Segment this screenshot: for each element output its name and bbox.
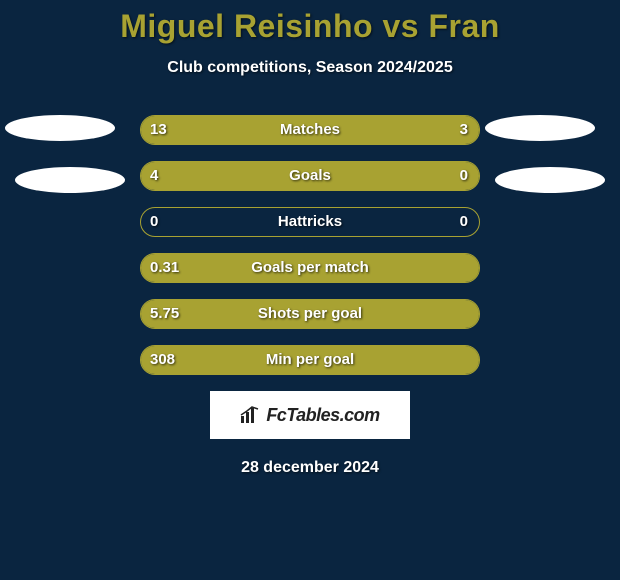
stat-label: Shots per goal: [140, 299, 480, 329]
player-photo-placeholder: [15, 167, 125, 193]
stat-row: 00Hattricks: [0, 207, 620, 237]
stat-row: 5.75Shots per goal: [0, 299, 620, 329]
stat-label: Hattricks: [140, 207, 480, 237]
date-line: 28 december 2024: [0, 459, 620, 477]
player-photo-placeholder: [495, 167, 605, 193]
player-photo-placeholder: [485, 115, 595, 141]
stat-label: Matches: [140, 115, 480, 145]
stat-row: 0.31Goals per match: [0, 253, 620, 283]
stat-row: 308Min per goal: [0, 345, 620, 375]
stat-label: Min per goal: [140, 345, 480, 375]
logo-text: FcTables.com: [266, 405, 379, 426]
subtitle: Club competitions, Season 2024/2025: [0, 59, 620, 77]
player-photo-placeholder: [5, 115, 115, 141]
stat-label: Goals: [140, 161, 480, 191]
stat-label: Goals per match: [140, 253, 480, 283]
chart-icon: [240, 406, 262, 424]
stats-area: 133Matches40Goals00Hattricks0.31Goals pe…: [0, 115, 620, 375]
logo: FcTables.com: [240, 405, 379, 426]
logo-box: FcTables.com: [210, 391, 410, 439]
page-title: Miguel Reisinho vs Fran: [0, 8, 620, 45]
comparison-widget: Miguel Reisinho vs Fran Club competition…: [0, 0, 620, 477]
